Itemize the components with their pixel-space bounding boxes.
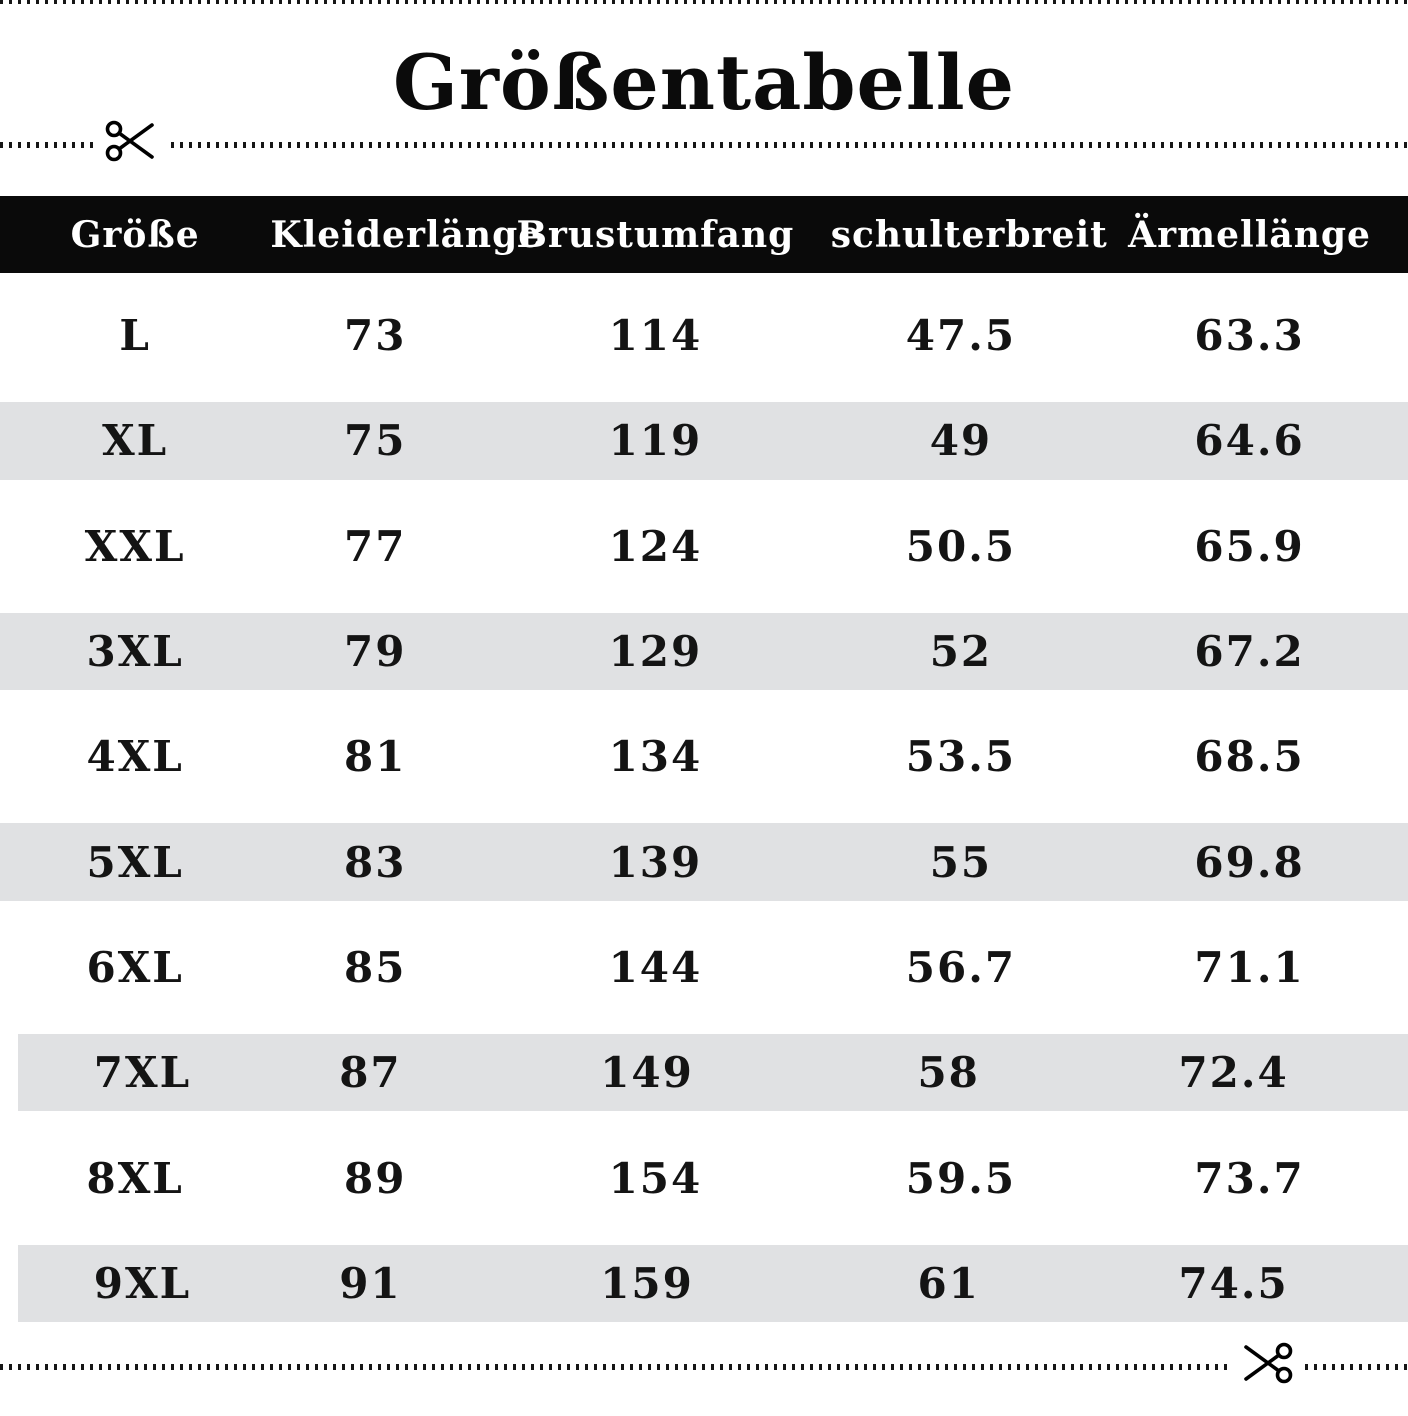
measure-value: 159 bbox=[600, 1258, 694, 1308]
table-row-6XL: 6XL 85 144 56.7 71.1 bbox=[0, 915, 1408, 1020]
measure-value: 61 bbox=[917, 1258, 980, 1308]
measure-value: 75 bbox=[343, 416, 407, 466]
size-label: 6XL bbox=[86, 942, 184, 992]
size-label: 5XL bbox=[86, 837, 184, 887]
measure-value: 55 bbox=[929, 837, 993, 887]
table-row-7XL: 7XL 87 149 58 72.4 bbox=[0, 1020, 1408, 1125]
measure-value: 53.5 bbox=[905, 732, 1017, 782]
measure-value: 68.5 bbox=[1194, 732, 1305, 782]
table-body: L 73 114 47.5 63.3 XL 75 119 49 64.6 XXL 77 124 50.5 6… bbox=[0, 283, 1408, 1336]
measure-value: 58 bbox=[917, 1048, 980, 1098]
top-edge-dotted-border bbox=[0, 0, 1408, 4]
table-row-4XL: 4XL 81 134 53.5 68.5 bbox=[0, 704, 1408, 809]
measure-value: 47.5 bbox=[905, 311, 1017, 361]
table-row-3XL: 3XL 79 129 52 67.2 bbox=[0, 599, 1408, 704]
cut-line-top bbox=[0, 117, 1408, 165]
size-label: 8XL bbox=[86, 1153, 184, 1203]
measure-value: 65.9 bbox=[1194, 521, 1305, 571]
header-cell-0: Größe bbox=[70, 213, 200, 256]
page-title: Größentabelle bbox=[393, 38, 1015, 127]
size-label: L bbox=[119, 311, 151, 361]
measure-value: 63.3 bbox=[1194, 311, 1305, 361]
size-label: XL bbox=[102, 416, 169, 466]
size-label: XXL bbox=[84, 521, 186, 571]
header-cell-4: Ärmellänge bbox=[1128, 213, 1371, 256]
cut-line-bottom bbox=[0, 1339, 1408, 1387]
measure-value: 144 bbox=[608, 942, 703, 992]
measure-value: 114 bbox=[608, 311, 703, 361]
measure-value: 74.5 bbox=[1178, 1258, 1289, 1308]
table-header-row: Größe Kleiderlänge Brustumfang schulterbrei… bbox=[0, 196, 1408, 273]
measure-value: 81 bbox=[343, 732, 407, 782]
table-row-9XL: 9XL 91 159 61 74.5 bbox=[0, 1231, 1408, 1336]
measure-value: 119 bbox=[608, 416, 703, 466]
measure-value: 71.1 bbox=[1194, 942, 1305, 992]
measure-value: 67.2 bbox=[1194, 627, 1305, 677]
measure-value: 129 bbox=[608, 627, 703, 677]
measure-value: 85 bbox=[343, 942, 407, 992]
measure-value: 73.7 bbox=[1194, 1153, 1305, 1203]
measure-value: 56.7 bbox=[905, 942, 1017, 992]
measure-value: 134 bbox=[608, 732, 703, 782]
measure-value: 72.4 bbox=[1178, 1048, 1289, 1098]
table-row-5XL: 5XL 83 139 55 69.8 bbox=[0, 809, 1408, 914]
size-label: 9XL bbox=[93, 1258, 192, 1308]
header-cell-2: Brustumfang bbox=[516, 213, 795, 256]
measure-value: 79 bbox=[343, 627, 407, 677]
measure-value: 73 bbox=[343, 311, 407, 361]
size-label: 3XL bbox=[86, 627, 184, 677]
measure-value: 69.8 bbox=[1194, 837, 1305, 887]
measure-value: 59.5 bbox=[905, 1153, 1017, 1203]
measure-value: 77 bbox=[343, 521, 407, 571]
measure-value: 87 bbox=[339, 1048, 402, 1098]
measure-value: 49 bbox=[929, 416, 993, 466]
measure-value: 139 bbox=[608, 837, 703, 887]
table-row-XXL: XXL 77 124 50.5 65.9 bbox=[0, 494, 1408, 599]
size-label: 7XL bbox=[93, 1048, 192, 1098]
size-label: 4XL bbox=[86, 732, 184, 782]
measure-value: 154 bbox=[608, 1153, 703, 1203]
table-row-L: L 73 114 47.5 63.3 bbox=[0, 283, 1408, 388]
measure-value: 149 bbox=[600, 1048, 694, 1098]
measure-value: 124 bbox=[608, 521, 703, 571]
scissors-icon bbox=[1232, 1339, 1304, 1387]
table-row-8XL: 8XL 89 154 59.5 73.7 bbox=[0, 1125, 1408, 1230]
measure-value: 89 bbox=[343, 1153, 407, 1203]
measure-value: 50.5 bbox=[905, 521, 1017, 571]
measure-value: 64.6 bbox=[1194, 416, 1305, 466]
header-cell-1: Kleiderlänge bbox=[270, 213, 543, 256]
measure-value: 83 bbox=[343, 837, 407, 887]
measure-value: 91 bbox=[339, 1258, 402, 1308]
measure-value: 52 bbox=[929, 627, 993, 677]
scissors-icon bbox=[94, 117, 166, 165]
header-cell-3: schulterbreit bbox=[830, 213, 1108, 256]
table-row-XL: XL 75 119 49 64.6 bbox=[0, 388, 1408, 493]
